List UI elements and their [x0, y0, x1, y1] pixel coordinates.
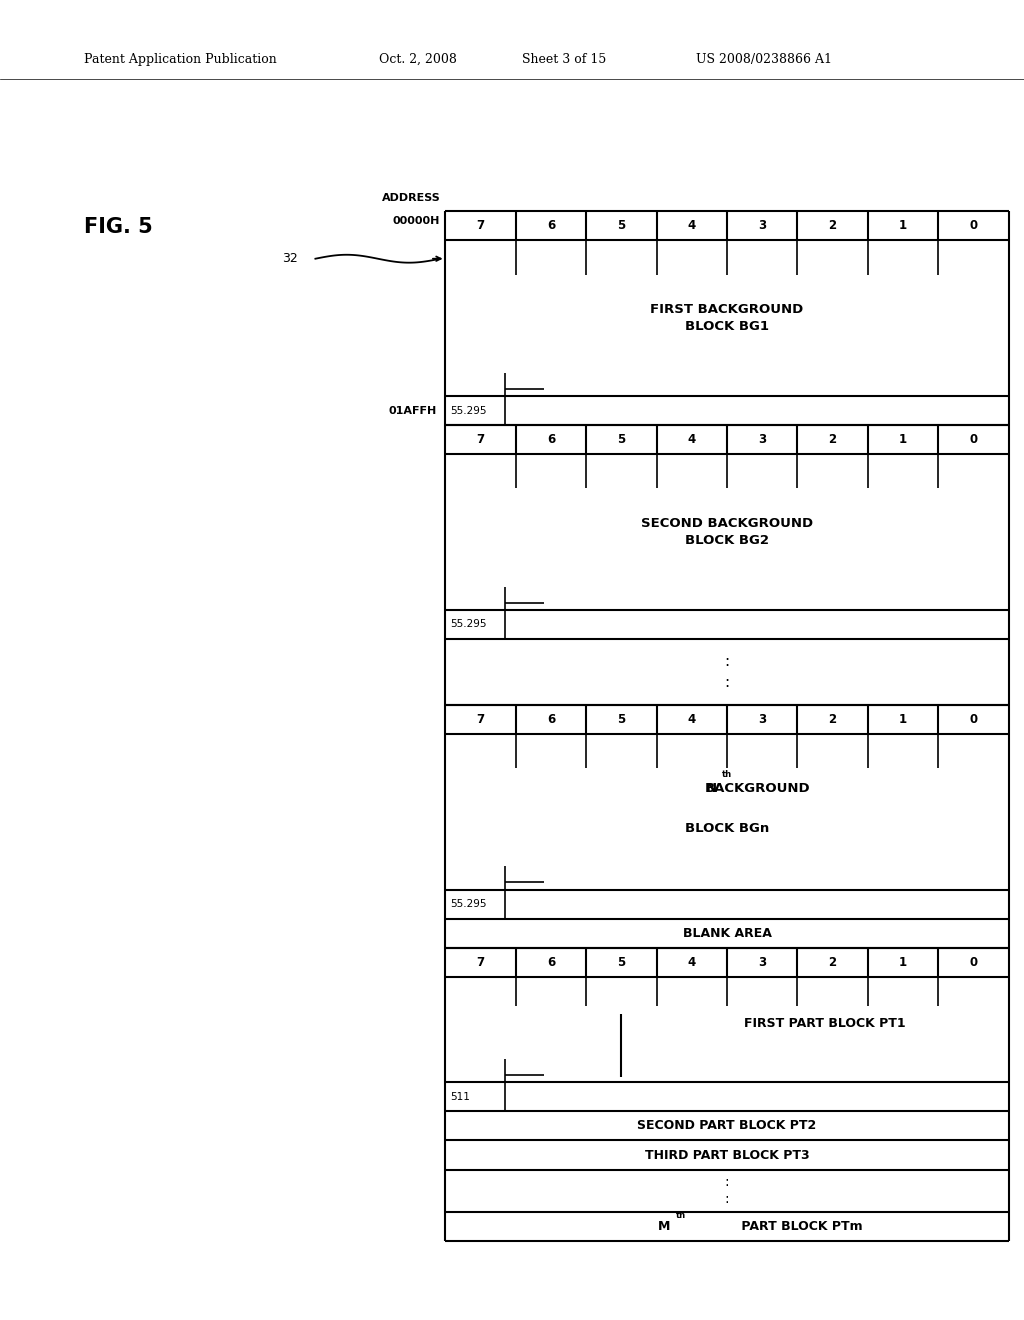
Text: SECOND BACKGROUND
BLOCK BG2: SECOND BACKGROUND BLOCK BG2 — [641, 517, 813, 546]
Text: 3: 3 — [758, 433, 766, 446]
Text: 5: 5 — [617, 433, 626, 446]
Text: 00000H: 00000H — [393, 216, 440, 227]
Text: BACKGROUND: BACKGROUND — [705, 781, 811, 795]
Text: 6: 6 — [547, 956, 555, 969]
Text: Patent Application Publication: Patent Application Publication — [84, 53, 276, 66]
Text: 4: 4 — [688, 713, 696, 726]
Text: 0: 0 — [970, 956, 978, 969]
Text: US 2008/0238866 A1: US 2008/0238866 A1 — [696, 53, 833, 66]
Text: 55.295: 55.295 — [451, 405, 487, 416]
Text: 7: 7 — [476, 713, 484, 726]
Text: 6: 6 — [547, 713, 555, 726]
Text: th: th — [676, 1212, 686, 1220]
Text: FIRST BACKGROUND
BLOCK BG1: FIRST BACKGROUND BLOCK BG1 — [650, 304, 804, 333]
Text: 1: 1 — [899, 713, 907, 726]
Text: 0: 0 — [970, 219, 978, 232]
Text: 2: 2 — [828, 433, 837, 446]
Text: 4: 4 — [688, 433, 696, 446]
Text: 6: 6 — [547, 433, 555, 446]
Text: 7: 7 — [476, 433, 484, 446]
Text: N: N — [706, 781, 717, 795]
Text: 3: 3 — [758, 219, 766, 232]
Text: 4: 4 — [688, 956, 696, 969]
Text: 4: 4 — [688, 219, 696, 232]
Text: 6: 6 — [547, 219, 555, 232]
Text: ADDRESS: ADDRESS — [382, 193, 440, 203]
Text: :
:: : : — [725, 1175, 729, 1206]
Text: 2: 2 — [828, 713, 837, 726]
Text: 1: 1 — [899, 433, 907, 446]
Text: 55.295: 55.295 — [451, 899, 487, 909]
Text: THIRD PART BLOCK PT3: THIRD PART BLOCK PT3 — [645, 1148, 809, 1162]
Text: 5: 5 — [617, 219, 626, 232]
Text: 2: 2 — [828, 956, 837, 969]
Text: 511: 511 — [451, 1092, 470, 1102]
Text: :
:: : : — [724, 653, 730, 690]
Text: 7: 7 — [476, 956, 484, 969]
Text: 5: 5 — [617, 713, 626, 726]
Text: 2: 2 — [828, 219, 837, 232]
Text: 01AFFH: 01AFFH — [389, 405, 437, 416]
Text: FIG. 5: FIG. 5 — [84, 216, 153, 238]
Text: 55.295: 55.295 — [451, 619, 487, 630]
Text: 32: 32 — [282, 252, 297, 265]
Text: 1: 1 — [899, 219, 907, 232]
Text: PART BLOCK PTm: PART BLOCK PTm — [737, 1220, 863, 1233]
Text: M: M — [658, 1220, 671, 1233]
Text: 0: 0 — [970, 713, 978, 726]
Text: 7: 7 — [476, 219, 484, 232]
Text: 5: 5 — [617, 956, 626, 969]
Text: 3: 3 — [758, 956, 766, 969]
Text: Sheet 3 of 15: Sheet 3 of 15 — [522, 53, 606, 66]
Text: th: th — [722, 771, 732, 779]
Text: 0: 0 — [970, 433, 978, 446]
Text: 3: 3 — [758, 713, 766, 726]
Text: 1: 1 — [899, 956, 907, 969]
Text: SECOND PART BLOCK PT2: SECOND PART BLOCK PT2 — [637, 1119, 817, 1133]
Text: BLOCK BGn: BLOCK BGn — [685, 822, 769, 836]
Text: Oct. 2, 2008: Oct. 2, 2008 — [379, 53, 457, 66]
Text: FIRST PART BLOCK PT1: FIRST PART BLOCK PT1 — [744, 1016, 906, 1030]
Text: BLANK AREA: BLANK AREA — [683, 927, 771, 940]
